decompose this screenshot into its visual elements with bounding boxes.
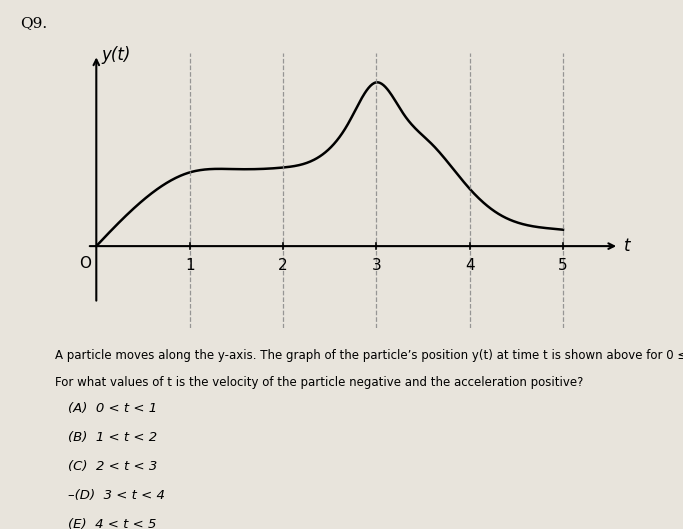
Text: (E)  4 < t < 5: (E) 4 < t < 5: [68, 518, 156, 529]
Text: y(t): y(t): [101, 45, 130, 63]
Text: –(D)  3 < t < 4: –(D) 3 < t < 4: [68, 489, 165, 503]
Text: 2: 2: [278, 258, 288, 272]
Text: 1: 1: [185, 258, 195, 272]
Text: Q9.: Q9.: [20, 16, 48, 30]
Text: 4: 4: [465, 258, 475, 272]
Text: (C)  2 < t < 3: (C) 2 < t < 3: [68, 460, 158, 473]
Text: (A)  0 < t < 1: (A) 0 < t < 1: [68, 402, 157, 415]
Text: A particle moves along the y-axis. The graph of the particle’s position y(t) at : A particle moves along the y-axis. The g…: [55, 349, 683, 362]
Text: 3: 3: [372, 258, 381, 272]
Text: O: O: [79, 256, 91, 271]
Text: (B)  1 < t < 2: (B) 1 < t < 2: [68, 431, 157, 444]
Text: 5: 5: [558, 258, 568, 272]
Text: t: t: [624, 237, 630, 255]
Text: For what values of t is the velocity of the particle negative and the accelerati: For what values of t is the velocity of …: [55, 376, 583, 389]
